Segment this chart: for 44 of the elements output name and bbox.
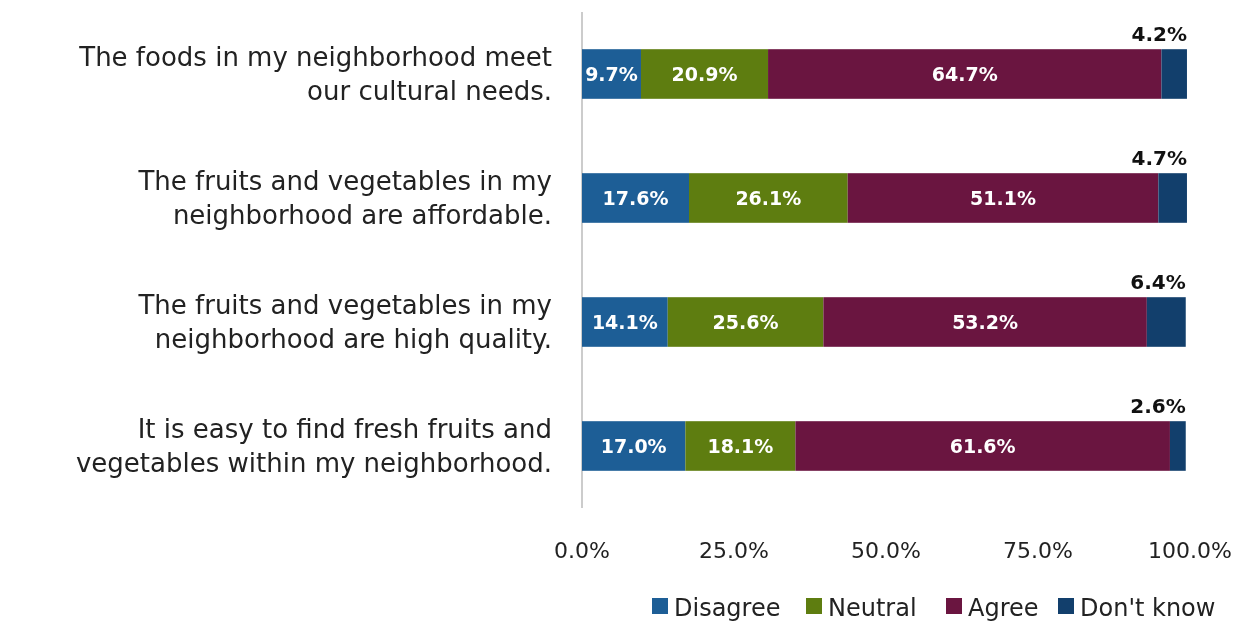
legend-label: Disagree	[674, 594, 781, 622]
legend-label: Neutral	[828, 594, 917, 622]
x-tick-label: 25.0%	[699, 538, 769, 563]
legend-label: Don't know	[1080, 594, 1216, 622]
bar	[640, 49, 769, 99]
bar	[689, 173, 848, 223]
data-label: 4.2%	[1131, 22, 1187, 47]
x-tick-label: 75.0%	[1003, 538, 1073, 563]
y-tick-label: It is easy to find fresh fruits and vegetables within my neighborhood.	[75, 414, 552, 478]
bar	[582, 173, 690, 223]
y-tick-label: The fruits and vegetables in my neighborhood are affordable.	[137, 166, 552, 230]
bar	[823, 297, 1147, 347]
data-label: 6.4%	[1130, 270, 1186, 295]
data-label: 17.0%	[600, 435, 667, 457]
bar	[582, 297, 668, 347]
bar	[1158, 173, 1187, 223]
bar	[847, 173, 1159, 223]
legend-label: Agree	[968, 594, 1039, 622]
data-label: 9.7%	[585, 63, 638, 85]
data-label: 14.1%	[591, 311, 658, 333]
y-tick-label: The fruits and vegetables in my neighborhood are high quality.	[137, 290, 552, 354]
x-tick-label: 100.0%	[1148, 538, 1232, 563]
bar	[582, 421, 686, 471]
bar	[685, 421, 796, 471]
y-tick-label: The foods in my neighborhood meet our cultural needs.	[78, 42, 552, 106]
data-label: 26.1%	[735, 187, 802, 209]
data-label: 2.6%	[1130, 394, 1186, 419]
bar	[768, 49, 1162, 99]
data-label: 17.6%	[602, 187, 669, 209]
data-label: 64.7%	[931, 63, 998, 85]
bar	[1169, 421, 1186, 471]
data-label: 4.7%	[1131, 146, 1187, 171]
bar	[1161, 49, 1187, 99]
bar	[795, 421, 1170, 471]
data-label: 61.6%	[949, 435, 1016, 457]
data-label: 25.6%	[712, 311, 779, 333]
data-label: 53.2%	[952, 311, 1019, 333]
data-label: 51.1%	[970, 187, 1036, 209]
data-label: 18.1%	[707, 435, 774, 457]
x-tick-label: 0.0%	[554, 538, 610, 563]
bar	[1146, 297, 1186, 347]
data-label: 20.9%	[671, 63, 738, 85]
x-tick-label: 50.0%	[851, 538, 921, 563]
bar	[667, 297, 824, 347]
